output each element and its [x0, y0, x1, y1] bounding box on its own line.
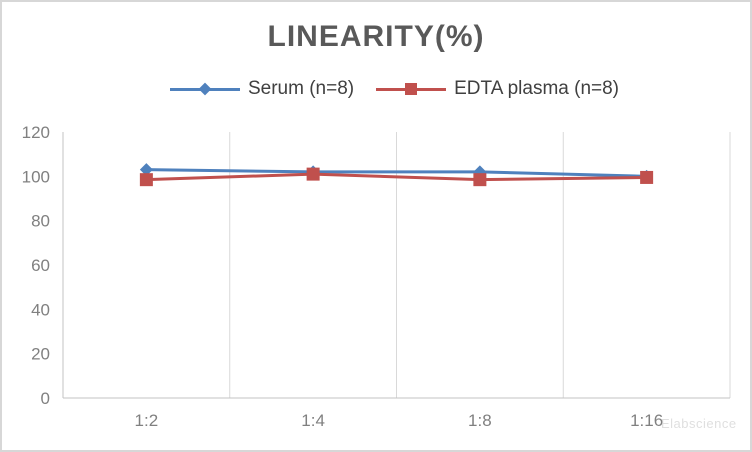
y-tick-label: 100	[22, 167, 50, 186]
y-tick-label: 20	[31, 345, 50, 364]
legend-item-serum: Serum (n=8)	[169, 78, 355, 100]
chart-title: LINEARITY(%)	[267, 20, 485, 53]
legend-item-edta-plasma: EDTA plasma (n=8)	[376, 78, 619, 100]
legend-label-edta-plasma: EDTA plasma (n=8)	[454, 78, 620, 99]
y-tick-label: 0	[41, 389, 50, 408]
x-tick-label: 1:16	[630, 411, 663, 430]
x-tick-label: 1:2	[135, 411, 159, 430]
watermark: Elabscience	[661, 416, 737, 431]
edta-plasma-marker	[473, 173, 487, 187]
edta-plasma-line-square-icon	[376, 83, 447, 95]
serum-marker	[139, 163, 153, 177]
edta-plasma-marker	[306, 167, 320, 181]
y-tick-label: 80	[31, 212, 50, 231]
serum-line	[146, 168, 647, 178]
edta-plasma-line	[146, 172, 647, 182]
y-tick-label: 40	[31, 300, 50, 319]
legend: Serum (n=8) EDTA plasma (n=8)	[61, 78, 728, 100]
serum-line-diamond-icon	[169, 82, 240, 96]
edta-plasma-marker	[640, 170, 654, 184]
legend-label-serum: Serum (n=8)	[247, 78, 355, 99]
x-tick-label: 1:8	[468, 411, 492, 430]
edta-plasma-marker	[139, 173, 153, 187]
x-tick-label: 1:4	[301, 411, 325, 430]
y-tick-label: 120	[22, 123, 50, 142]
y-tick-label: 60	[31, 256, 50, 275]
